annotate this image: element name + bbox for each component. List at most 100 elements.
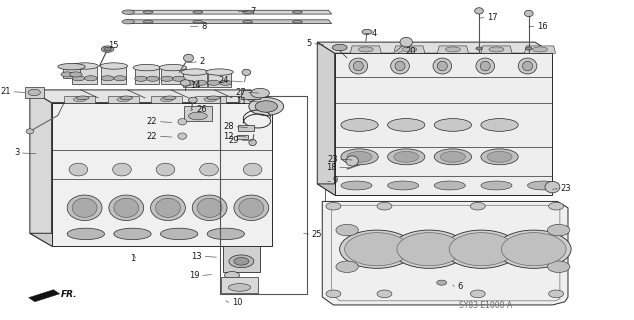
Text: 26: 26 <box>196 105 207 114</box>
Ellipse shape <box>219 80 232 85</box>
Ellipse shape <box>496 230 571 268</box>
Ellipse shape <box>133 64 160 71</box>
Ellipse shape <box>181 80 190 86</box>
Ellipse shape <box>341 149 378 165</box>
Polygon shape <box>30 233 273 246</box>
Ellipse shape <box>114 198 139 217</box>
Ellipse shape <box>341 119 378 131</box>
Text: 10: 10 <box>232 298 243 307</box>
Ellipse shape <box>476 58 495 74</box>
Text: 29: 29 <box>228 136 239 145</box>
Polygon shape <box>126 10 332 14</box>
Ellipse shape <box>156 163 175 176</box>
Ellipse shape <box>434 149 472 165</box>
Ellipse shape <box>524 10 533 17</box>
Ellipse shape <box>178 119 186 125</box>
Ellipse shape <box>104 47 112 51</box>
Text: 24: 24 <box>219 76 229 85</box>
Ellipse shape <box>69 163 87 176</box>
Ellipse shape <box>243 11 252 13</box>
Text: 27: 27 <box>235 88 246 97</box>
Ellipse shape <box>402 47 417 52</box>
Text: 11: 11 <box>236 97 247 106</box>
Ellipse shape <box>518 58 537 74</box>
Ellipse shape <box>239 198 264 217</box>
Text: 16: 16 <box>537 22 548 31</box>
Polygon shape <box>64 96 95 103</box>
Ellipse shape <box>332 44 347 51</box>
Ellipse shape <box>489 47 504 52</box>
Ellipse shape <box>470 290 485 298</box>
Ellipse shape <box>101 46 114 52</box>
Ellipse shape <box>58 63 85 70</box>
Polygon shape <box>481 46 512 53</box>
Ellipse shape <box>204 97 216 102</box>
Text: 23: 23 <box>560 184 571 193</box>
Ellipse shape <box>250 96 263 100</box>
Polygon shape <box>524 46 555 53</box>
Ellipse shape <box>228 284 250 291</box>
Ellipse shape <box>172 76 185 81</box>
Ellipse shape <box>67 195 102 220</box>
Polygon shape <box>195 96 226 103</box>
Ellipse shape <box>501 233 566 266</box>
Polygon shape <box>238 96 269 103</box>
Ellipse shape <box>28 89 41 96</box>
Ellipse shape <box>160 228 198 240</box>
Ellipse shape <box>143 11 153 13</box>
Ellipse shape <box>481 181 512 190</box>
Ellipse shape <box>113 163 131 176</box>
Ellipse shape <box>250 88 269 98</box>
Ellipse shape <box>229 255 254 268</box>
Ellipse shape <box>193 11 203 13</box>
Ellipse shape <box>387 181 418 190</box>
Bar <box>242 90 260 100</box>
Polygon shape <box>135 68 158 84</box>
Text: 15: 15 <box>108 41 118 51</box>
Ellipse shape <box>527 181 559 190</box>
Ellipse shape <box>234 258 249 265</box>
Ellipse shape <box>249 139 256 146</box>
Ellipse shape <box>292 11 302 13</box>
Ellipse shape <box>183 54 193 62</box>
Ellipse shape <box>77 96 89 100</box>
Ellipse shape <box>522 61 533 71</box>
Text: SY83 E1000 A: SY83 E1000 A <box>459 301 512 310</box>
Polygon shape <box>30 90 51 246</box>
Polygon shape <box>317 42 335 195</box>
Ellipse shape <box>394 151 418 162</box>
Ellipse shape <box>340 230 415 268</box>
Ellipse shape <box>345 233 410 266</box>
Ellipse shape <box>72 198 97 217</box>
Ellipse shape <box>84 76 97 81</box>
Ellipse shape <box>197 198 222 217</box>
Ellipse shape <box>392 230 467 268</box>
Polygon shape <box>335 53 552 195</box>
Ellipse shape <box>122 20 134 24</box>
Polygon shape <box>72 66 97 84</box>
Ellipse shape <box>67 228 105 240</box>
Text: 6: 6 <box>457 282 463 291</box>
Ellipse shape <box>377 290 392 298</box>
Bar <box>238 125 254 131</box>
Text: 20: 20 <box>405 47 415 56</box>
Ellipse shape <box>434 119 472 131</box>
Ellipse shape <box>526 47 532 50</box>
Ellipse shape <box>387 149 425 165</box>
Ellipse shape <box>446 47 460 52</box>
Ellipse shape <box>346 156 358 166</box>
Ellipse shape <box>336 224 358 236</box>
Ellipse shape <box>122 10 134 14</box>
Ellipse shape <box>248 97 260 102</box>
Ellipse shape <box>188 97 197 103</box>
Ellipse shape <box>545 181 560 193</box>
Ellipse shape <box>255 101 278 112</box>
Bar <box>221 277 258 293</box>
Ellipse shape <box>143 20 153 23</box>
Ellipse shape <box>487 151 512 162</box>
Text: 21: 21 <box>1 87 11 96</box>
Text: 4: 4 <box>372 29 377 38</box>
Ellipse shape <box>336 261 358 272</box>
Polygon shape <box>322 201 568 305</box>
Text: 13: 13 <box>191 252 202 261</box>
